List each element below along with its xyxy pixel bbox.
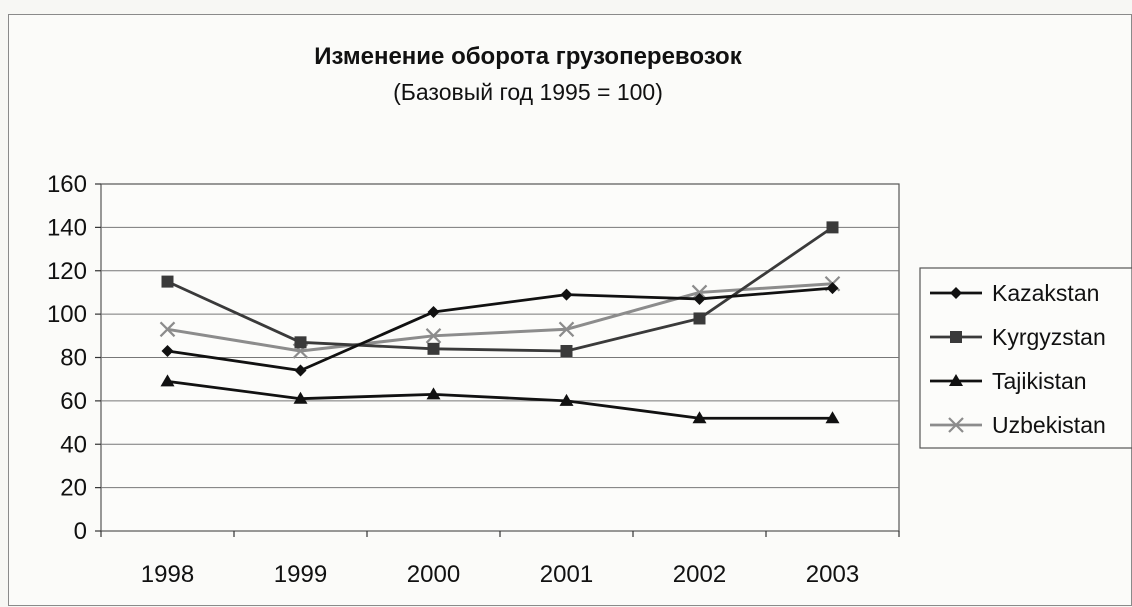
x-tick-label: 2000 — [407, 561, 460, 588]
data-point-uzbekistan — [691, 284, 708, 301]
y-tick-label: 40 — [60, 431, 87, 458]
y-tick-label: 120 — [47, 258, 87, 285]
x-tick-label: 2003 — [806, 561, 859, 588]
x-tick-label: 1998 — [141, 561, 194, 588]
series-line-kyrgyzstan — [166, 226, 834, 353]
x-marker-stroke — [425, 328, 442, 344]
data-point-tajikistan — [426, 387, 441, 400]
data-point-kazakstan — [294, 364, 307, 377]
data-point-kyrgyzstan — [826, 221, 839, 234]
y-tick-label: 0 — [74, 518, 87, 545]
legend-label: Uzbekistan — [992, 412, 1106, 438]
legend-label: Kazakstan — [992, 280, 1099, 306]
data-point-tajikistan — [692, 411, 707, 424]
legend-item-tajikistan: Tajikistan — [930, 368, 1087, 394]
data-point-tajikistan — [160, 374, 175, 387]
legend-item-kazakstan: Kazakstan — [930, 280, 1099, 306]
data-point-tajikistan — [825, 411, 840, 424]
data-point-kyrgyzstan — [294, 336, 307, 349]
series-line-uzbekistan — [167, 282, 833, 353]
data-point-kazakstan — [560, 288, 573, 301]
legend-marker-square — [950, 331, 962, 343]
x-marker-stroke — [948, 417, 964, 433]
y-tick-label: 160 — [47, 171, 87, 198]
chart-title: Изменение оборота грузоперевозок — [314, 43, 742, 70]
series-kazakstan — [161, 282, 839, 377]
y-tick-label: 100 — [47, 301, 87, 328]
series-line-tajikistan — [167, 379, 833, 420]
y-tick-label: 60 — [60, 388, 87, 415]
series-tajikistan — [160, 374, 840, 424]
x-tick-label: 1999 — [274, 561, 327, 588]
x-tick-label: 2002 — [673, 561, 726, 588]
data-point-uzbekistan — [425, 328, 442, 344]
data-point-kyrgyzstan — [427, 342, 440, 355]
data-point-uzbekistan — [159, 321, 176, 338]
series-kyrgyzstan — [161, 221, 839, 357]
legend-marker-triangle — [949, 374, 963, 386]
data-point-kazakstan — [826, 282, 839, 295]
legend-item-uzbekistan: Uzbekistan — [930, 412, 1106, 438]
y-tick-label: 20 — [60, 475, 87, 502]
data-point-uzbekistan — [558, 321, 575, 338]
x-marker-stroke — [691, 284, 708, 301]
data-point-tajikistan — [293, 391, 308, 404]
legend-label: Kyrgyzstan — [992, 324, 1106, 350]
data-point-kazakstan — [693, 292, 706, 305]
series-line-kazakstan — [167, 286, 833, 372]
legend-label: Tajikistan — [992, 368, 1087, 394]
data-point-tajikistan — [559, 393, 574, 406]
x-tick-label: 2001 — [540, 561, 593, 588]
legend-marker-diamond — [950, 287, 962, 299]
data-point-kazakstan — [161, 344, 174, 357]
data-point-kyrgyzstan — [693, 312, 706, 325]
legend-item-kyrgyzstan: Kyrgyzstan — [930, 324, 1106, 350]
x-marker-stroke — [159, 321, 176, 338]
data-point-kyrgyzstan — [560, 344, 573, 357]
legend: Kazakstan Kyrgyzstan Tajikistan Uzbekistan — [919, 267, 1132, 449]
legend-marker-x — [948, 417, 964, 433]
data-point-kyrgyzstan — [161, 275, 174, 288]
y-tick-label: 80 — [60, 345, 87, 372]
data-point-kazakstan — [427, 305, 440, 318]
y-tick-label: 140 — [47, 214, 87, 241]
plot-area: 0 20 40 60 80 100 120 140 160 1998 1999 2000 2001 200… — [47, 171, 900, 588]
x-marker-stroke — [558, 321, 575, 338]
chart-subtitle: (Базовый год 1995 = 100) — [393, 79, 663, 105]
